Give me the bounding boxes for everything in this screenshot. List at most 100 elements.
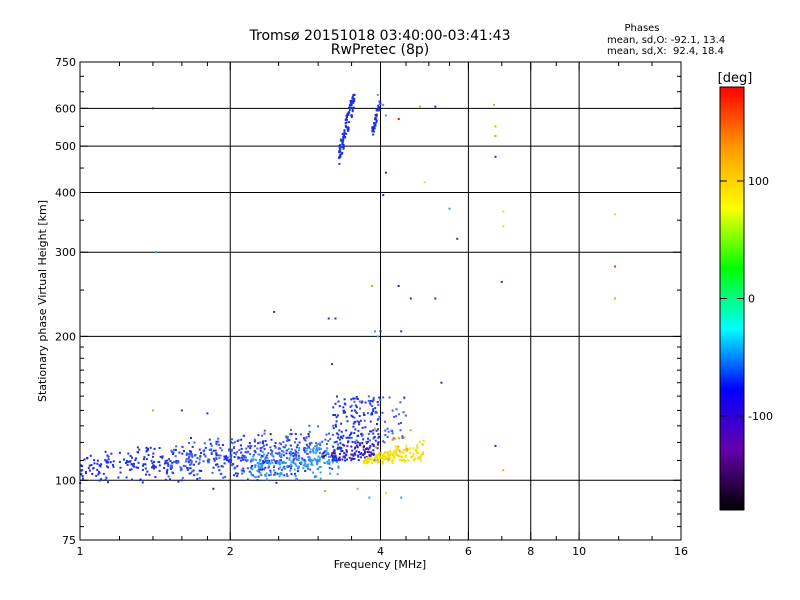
data-point — [258, 453, 261, 456]
data-point — [404, 414, 407, 417]
data-point — [409, 452, 412, 455]
data-point — [206, 459, 209, 462]
data-point — [183, 450, 185, 452]
data-point — [370, 452, 373, 455]
data-point — [264, 440, 267, 442]
data-point — [223, 462, 226, 465]
data-point — [195, 460, 198, 463]
data-point — [202, 450, 205, 453]
data-point — [212, 466, 215, 469]
data-point — [391, 430, 394, 432]
data-point — [397, 445, 400, 448]
data-point — [262, 462, 265, 465]
data-point — [100, 463, 103, 466]
data-point — [363, 452, 366, 455]
data-point — [340, 449, 343, 452]
data-point — [339, 139, 342, 142]
data-point — [346, 458, 348, 461]
data-point — [368, 402, 371, 405]
data-point — [326, 460, 329, 463]
data-point — [151, 455, 154, 458]
data-point — [372, 445, 375, 447]
x-tick-label: 10 — [572, 545, 586, 558]
data-point — [382, 460, 384, 463]
data-point — [275, 481, 278, 484]
data-point — [215, 452, 218, 455]
data-point — [282, 446, 285, 449]
data-point — [388, 453, 391, 456]
data-point — [335, 461, 338, 463]
data-point — [285, 449, 288, 452]
x-tick-label: 16 — [674, 545, 688, 558]
data-point — [318, 448, 321, 451]
data-point — [179, 466, 182, 469]
data-point — [269, 471, 272, 474]
data-point — [141, 468, 144, 471]
data-point — [358, 415, 361, 417]
data-point — [281, 462, 284, 464]
data-point — [131, 478, 133, 481]
data-point — [299, 433, 302, 436]
data-point — [374, 124, 377, 127]
data-point — [403, 460, 406, 463]
data-point — [200, 452, 202, 454]
data-point — [353, 93, 355, 96]
data-point — [261, 434, 264, 437]
data-point — [407, 459, 410, 462]
data-point — [347, 441, 349, 444]
data-point — [400, 459, 403, 461]
data-point — [310, 458, 313, 461]
data-point — [384, 114, 387, 117]
data-point — [288, 458, 291, 461]
data-point — [614, 265, 616, 268]
data-point — [350, 453, 353, 456]
data-point — [393, 437, 396, 440]
data-point — [314, 449, 317, 452]
data-point — [350, 404, 353, 407]
data-point — [275, 460, 278, 463]
data-point — [257, 465, 260, 468]
data-point — [384, 456, 387, 459]
data-point — [142, 458, 145, 461]
data-point — [376, 456, 379, 458]
data-point — [161, 456, 164, 459]
data-point — [392, 452, 395, 455]
data-point — [293, 457, 296, 460]
data-point — [337, 436, 340, 439]
data-point — [418, 457, 421, 460]
data-point — [342, 145, 345, 148]
data-point — [448, 207, 451, 210]
data-point — [393, 415, 396, 418]
data-point — [375, 119, 378, 122]
data-point — [386, 435, 389, 438]
data-point — [383, 452, 386, 455]
data-point — [290, 473, 293, 476]
data-point — [379, 100, 381, 103]
data-point — [303, 460, 306, 463]
data-point — [193, 441, 196, 444]
data-point — [343, 131, 346, 134]
data-point — [339, 438, 341, 441]
data-point — [170, 466, 173, 469]
data-point — [278, 461, 281, 464]
data-point — [170, 449, 173, 452]
data-point — [170, 450, 173, 453]
data-point — [355, 412, 358, 415]
data-point — [236, 465, 239, 468]
data-point — [331, 452, 334, 455]
data-point — [350, 116, 353, 119]
data-point — [184, 460, 187, 463]
data-point — [282, 466, 285, 469]
data-point — [284, 444, 287, 447]
data-point — [175, 445, 178, 448]
data-point — [383, 441, 386, 444]
data-point — [158, 447, 161, 449]
data-point — [289, 444, 292, 447]
grid-lines — [79, 62, 682, 540]
data-point — [345, 415, 348, 418]
data-point — [358, 423, 361, 426]
data-point — [372, 449, 375, 452]
data-point — [251, 459, 254, 462]
data-point — [341, 133, 344, 135]
data-point — [255, 458, 257, 461]
